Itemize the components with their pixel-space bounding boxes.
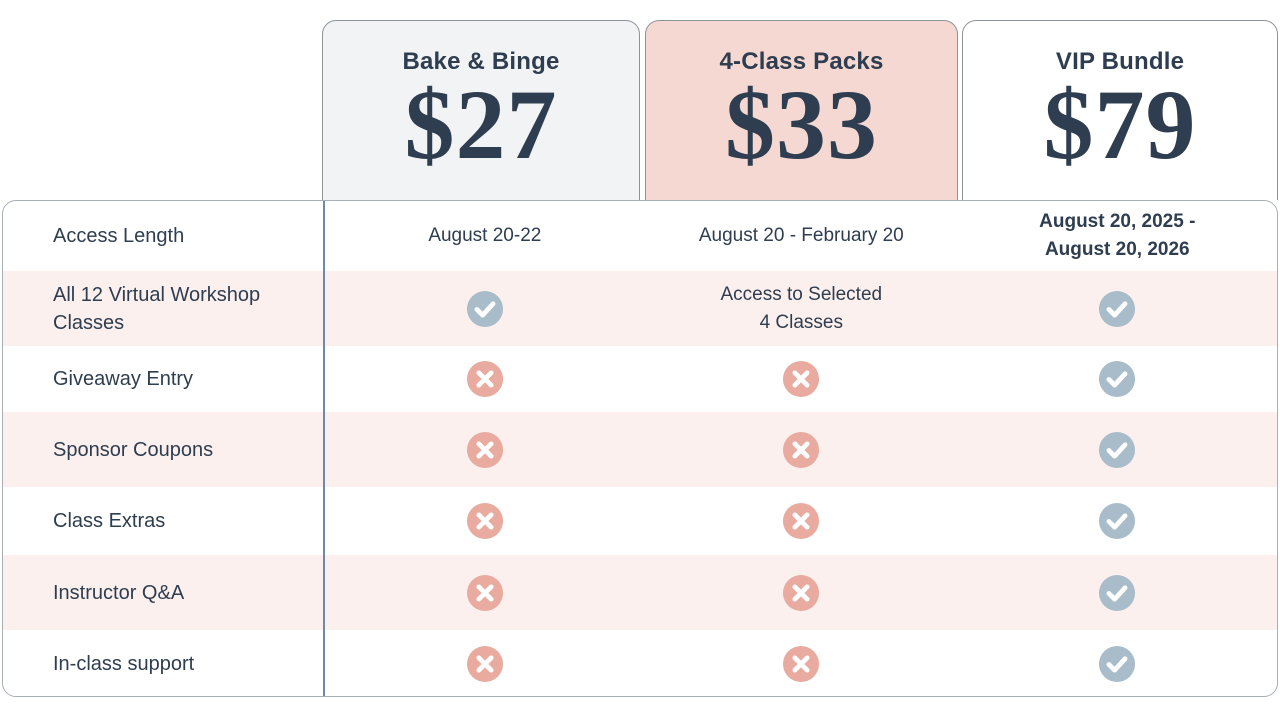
cross-icon [466, 360, 503, 398]
plan-cell: August 20 - February 20 [645, 201, 957, 271]
check-icon [1099, 574, 1136, 611]
table-row: All 12 Virtual Workshop Classes Access to… [3, 271, 1277, 346]
feature-label: Instructor Q&A [53, 581, 185, 604]
features-rows: Access Length August 20-22 August 20 - Feb… [3, 201, 1277, 696]
plan-cell: August 20-22 [325, 201, 645, 271]
cross-icon [783, 360, 820, 398]
feature-label: Giveaway Entry [53, 368, 194, 390]
check-icon [1099, 502, 1136, 540]
feature-label: All 12 Virtual Workshop Classes [53, 283, 261, 334]
plan-name: Bake & Binge [402, 48, 560, 75]
plan-cell [958, 346, 1277, 412]
plan-cell [325, 487, 645, 555]
plan-price: $33 [725, 69, 878, 180]
plan-card-bake-binge[interactable]: Bake & Binge $27 [322, 20, 640, 200]
cell-text: August 20 - February 20 [698, 225, 904, 246]
table-row: In-class support [3, 630, 1277, 696]
cell-text: August 20, 2025 - August 20, 2026 [1039, 211, 1196, 260]
plan-cell [325, 346, 645, 412]
plan-card-vip-bundle[interactable]: VIP Bundle $79 [962, 20, 1278, 200]
plan-cell [325, 271, 645, 346]
cross-icon [466, 574, 503, 611]
plan-cell [325, 630, 645, 696]
features-table: Access Length August 20-22 August 20 - Feb… [2, 200, 1278, 697]
cross-icon [783, 502, 820, 540]
table-row: Instructor Q&A [3, 555, 1277, 630]
plan-cell [325, 555, 645, 630]
plan-cell: Access to Selected 4 Classes [645, 271, 957, 346]
plan-cell [645, 487, 957, 555]
plan-name: VIP Bundle [1055, 48, 1185, 75]
plan-cell [645, 346, 957, 412]
plan-card-4-class-packs[interactable]: 4-Class Packs $33 [645, 20, 958, 200]
cross-icon [783, 645, 820, 683]
plan-price: $79 [1043, 69, 1197, 180]
cross-icon [466, 502, 503, 540]
plan-cell [958, 487, 1277, 555]
plan-cell [958, 271, 1277, 346]
plan-price: $27 [404, 69, 558, 180]
plan-cell: August 20, 2025 - August 20, 2026 [958, 201, 1277, 271]
cross-icon [466, 431, 503, 468]
check-icon [1099, 360, 1136, 398]
cross-icon [783, 574, 820, 611]
cross-icon [466, 645, 503, 683]
cell-text: August 20-22 [428, 225, 542, 246]
plan-cell [958, 630, 1277, 696]
plan-cell [645, 630, 957, 696]
table-row: Sponsor Coupons [3, 412, 1277, 487]
feature-label: Access Length [53, 225, 185, 247]
feature-label: Sponsor Coupons [53, 438, 214, 461]
check-icon [466, 290, 503, 327]
column-divider-line [323, 201, 325, 696]
table-row: Giveaway Entry [3, 346, 1277, 412]
check-icon [1099, 431, 1136, 468]
cross-icon [783, 431, 820, 468]
table-row: Access Length August 20-22 August 20 - Feb… [3, 201, 1277, 271]
plan-cell [645, 412, 957, 487]
check-icon [1099, 645, 1136, 683]
plan-name: 4-Class Packs [719, 48, 884, 75]
plan-cell [958, 412, 1277, 487]
check-icon [1099, 290, 1136, 327]
feature-label: In-class support [53, 653, 195, 675]
plan-cell [325, 412, 645, 487]
table-row: Class Extras [3, 487, 1277, 555]
cell-text: Access to Selected 4 Classes [720, 283, 883, 333]
feature-label: Class Extras [53, 510, 166, 532]
plan-cell [645, 555, 957, 630]
plan-cell [958, 555, 1277, 630]
